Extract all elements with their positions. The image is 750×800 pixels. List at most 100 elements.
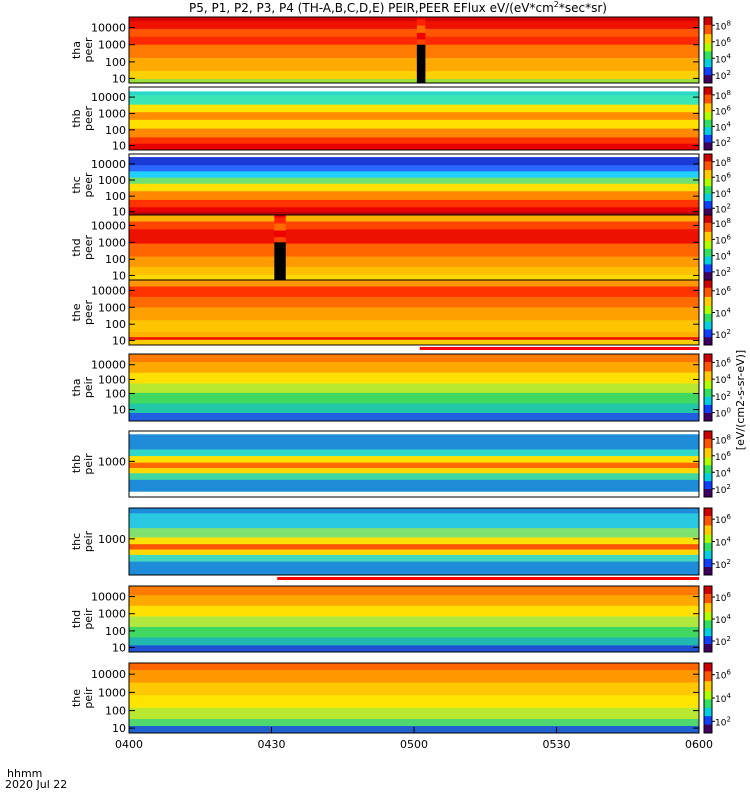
colorbar-band <box>704 94 712 104</box>
panel-label-probe: the <box>70 303 83 321</box>
colorbar-band <box>704 296 712 307</box>
spectrogram-band <box>129 645 699 653</box>
spectrogram-band <box>129 243 699 258</box>
colorbar-band <box>704 542 712 552</box>
spectrogram-band <box>129 229 699 245</box>
colorbar-band <box>704 628 712 637</box>
panel-frame <box>128 353 700 422</box>
spectrogram-band <box>129 561 699 576</box>
colorbar-band <box>704 193 712 202</box>
colorbar-tick-label: 108 <box>715 156 731 169</box>
colorbar-band <box>704 525 712 536</box>
data-gap-mark <box>416 32 426 40</box>
colorbar-band <box>704 612 712 621</box>
colorbar-band <box>704 161 712 171</box>
y-tick-label: 1000 <box>98 236 126 249</box>
spectrogram-band <box>129 434 699 450</box>
y-tick-label: 10 <box>112 140 126 153</box>
data-gap-mark <box>274 230 286 238</box>
colorbar-band <box>704 280 712 289</box>
spectrogram-band <box>129 339 699 346</box>
colorbar-tick-label: 104 <box>715 613 731 626</box>
colorbar-band <box>704 620 712 629</box>
panel-label-probe: thb <box>70 109 83 127</box>
data-gap-mark <box>274 242 286 281</box>
panel-label-product: peer <box>82 172 95 198</box>
spectrogram-band <box>129 199 699 208</box>
colorbar-band <box>704 724 712 734</box>
colorbar-tick-label: 106 <box>715 591 731 604</box>
spectrogram-band <box>129 431 699 435</box>
colorbar-band <box>704 404 712 414</box>
colorbar-band <box>704 603 712 613</box>
spectrogram-band <box>129 165 699 172</box>
colorbar-band <box>704 75 712 84</box>
colorbar-band <box>704 329 712 338</box>
panel-frame <box>128 86 700 151</box>
colorbar-band <box>704 215 712 224</box>
panel-label-product: peir <box>82 608 95 630</box>
panel-frame <box>128 507 700 576</box>
spectrogram-band <box>129 337 699 341</box>
panel-frame <box>128 279 700 346</box>
spectrogram-band <box>129 479 699 493</box>
panel-label-product: peir <box>82 687 95 709</box>
spectrogram-band <box>129 392 699 405</box>
x-tick-label: 0530 <box>543 738 571 751</box>
spectrogram-band <box>129 616 699 628</box>
colorbar-band <box>704 337 712 346</box>
y-tick-label: 100 <box>105 124 126 137</box>
colorbar-band <box>704 67 712 76</box>
panel-9: 10 100 1000 10000 thd peir 102 104 106 <box>70 585 731 654</box>
y-tick-label: 100 <box>105 625 126 638</box>
spectrogram-band <box>129 719 699 727</box>
colorbar-tick-label: 106 <box>715 105 731 118</box>
colorbar-band <box>704 716 712 726</box>
colorbar-band <box>704 371 712 382</box>
colorbar-tick-label: 102 <box>715 390 731 403</box>
colorbar-tick-label: 108 <box>715 217 731 230</box>
panel-label-product: peer <box>82 300 95 326</box>
colorbar-band <box>704 448 712 458</box>
y-tick-label: 10000 <box>91 91 126 104</box>
y-tick-label: 10000 <box>91 284 126 297</box>
colorbar-band <box>704 412 712 422</box>
spectrogram-band <box>129 626 699 638</box>
colorbar-band <box>704 473 712 482</box>
spectrogram-band <box>129 605 699 617</box>
panel-label-product: peir <box>82 453 95 475</box>
colorbar-band <box>704 287 712 298</box>
flag-bar <box>277 577 699 580</box>
y-tick-label: 1000 <box>98 174 126 187</box>
colorbar-band <box>704 222 712 233</box>
x-tick-label: 0500 <box>400 738 428 751</box>
panel-label-probe: thb <box>70 455 83 473</box>
panel-label-product: peer <box>82 235 95 261</box>
colorbar-band <box>704 306 712 315</box>
data-gap-mark <box>416 44 426 84</box>
panel-5: 10 100 1000 10000 the peer 102 104 106 <box>70 279 731 350</box>
y-tick-label: 10 <box>112 269 126 282</box>
y-tick-label: 100 <box>105 705 126 718</box>
spectrogram-band <box>129 274 699 281</box>
colorbar-tick-label: 102 <box>715 69 731 82</box>
colorbar-tick-label: 102 <box>715 136 731 149</box>
colorbar-unit-label: [eV/(cm2-s-sr-eV)] <box>734 350 747 450</box>
colorbar-tick-label: 102 <box>715 266 731 279</box>
colorbar-band <box>704 103 712 113</box>
colorbar-band <box>704 119 712 128</box>
colorbar-tick-label: 106 <box>715 171 731 184</box>
colorbar-band <box>704 636 712 645</box>
y-tick-label: 10 <box>112 334 126 347</box>
colorbar-band <box>704 681 712 692</box>
colorbar-tick-label: 106 <box>715 513 731 526</box>
y-tick-label: 10 <box>112 404 126 417</box>
spectrogram-band <box>129 57 699 72</box>
colorbar-band <box>704 516 712 526</box>
colorbar-band <box>704 644 712 653</box>
colorbar-tick-label: 108 <box>715 89 731 102</box>
data-gap-mark <box>416 19 426 26</box>
spectrogram-band <box>129 528 699 538</box>
colorbar-band <box>704 566 712 576</box>
colorbar-tick-label: 104 <box>715 373 731 386</box>
